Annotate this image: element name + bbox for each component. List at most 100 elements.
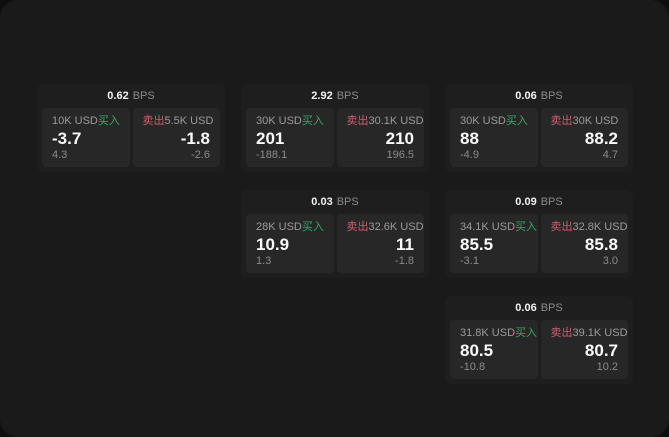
buy-amount-label: 30K USD xyxy=(460,115,506,127)
sell-side-label: 卖出 xyxy=(142,115,165,127)
sell-panel-top: 卖出 32.8K USD xyxy=(550,221,628,233)
buy-price: -3.7 xyxy=(52,129,82,148)
sell-panel[interactable]: 卖出 32.8K USD 85.8 3.0 xyxy=(540,214,628,273)
sell-change: -2.6 xyxy=(191,149,210,161)
sell-amount-label: 39.1K USD xyxy=(572,327,628,339)
bps-unit: BPS xyxy=(540,301,563,314)
buy-amount-label: 34.1K USD xyxy=(460,221,516,233)
bps-unit: BPS xyxy=(336,89,359,102)
buy-panel-top: 30K USD 买入 xyxy=(256,116,324,127)
card-header: 0.62 BPS xyxy=(37,84,225,108)
buy-side-label: 买入 xyxy=(515,221,538,233)
buy-amount-label: 10K USD xyxy=(52,115,98,127)
card-header: 0.06 BPS xyxy=(445,296,633,320)
buy-change: -10.8 xyxy=(460,361,486,373)
buy-panel-top: 34.1K USD 买入 xyxy=(460,221,537,233)
card-header: 0.03 BPS xyxy=(241,190,429,214)
buy-panel[interactable]: 30K USD 买入 88 -4.9 xyxy=(450,108,538,167)
sell-panel[interactable]: 卖出 30.1K USD 210 196.5 xyxy=(336,108,424,167)
bps-value: 0.09 xyxy=(515,195,537,208)
panels: 28K USD 买入 10.9 1.3 卖出 32.6K USD 11 -1.8 xyxy=(241,214,429,278)
sell-panel-top: 卖出 5.5K USD xyxy=(142,115,214,127)
card-header: 0.06 BPS xyxy=(445,84,633,108)
sell-amount-label: 5.5K USD xyxy=(164,115,214,127)
sell-panel[interactable]: 卖出 5.5K USD -1.8 -2.6 xyxy=(132,108,220,167)
bps-unit: BPS xyxy=(132,89,155,102)
sell-price: 88.2 xyxy=(584,129,618,148)
panels: 34.1K USD 买入 85.5 -3.1 卖出 32.8K USD 85.8… xyxy=(445,214,633,278)
buy-change: -4.9 xyxy=(460,149,479,161)
bps-unit: BPS xyxy=(540,89,563,102)
sell-panel-top: 卖出 30.1K USD xyxy=(346,115,424,127)
buy-change: 4.3 xyxy=(52,149,68,161)
sell-price: 85.8 xyxy=(584,235,618,254)
bps-value: 2.92 xyxy=(311,89,333,102)
quote-card: 2.92 BPS 30K USD 买入 201 -188.1 卖出 xyxy=(241,84,429,172)
bps-value: 0.62 xyxy=(107,89,129,102)
buy-panel[interactable]: 34.1K USD 买入 85.5 -3.1 xyxy=(450,214,538,273)
bps-value: 0.06 xyxy=(515,301,537,314)
bps-unit: BPS xyxy=(336,195,359,208)
sell-panel-top: 卖出 30K USD xyxy=(551,116,619,127)
buy-panel-top: 28K USD 买入 xyxy=(256,222,324,233)
panels: 30K USD 买入 201 -188.1 卖出 30.1K USD 210 1… xyxy=(241,108,429,172)
sell-amount-label: 32.6K USD xyxy=(368,221,424,233)
sell-panel-top: 卖出 32.6K USD xyxy=(346,221,424,233)
sell-panel[interactable]: 卖出 30K USD 88.2 4.7 xyxy=(540,108,628,167)
panels: 31.8K USD 买入 80.5 -10.8 卖出 39.1K USD 80.… xyxy=(445,320,633,384)
sell-side-label: 卖出 xyxy=(550,221,573,233)
sell-change: 4.7 xyxy=(602,149,618,161)
buy-panel[interactable]: 10K USD 买入 -3.7 4.3 xyxy=(42,108,130,167)
sell-panel-top: 卖出 39.1K USD xyxy=(550,327,628,339)
buy-panel[interactable]: 31.8K USD 买入 80.5 -10.8 xyxy=(450,320,538,379)
sell-panel[interactable]: 卖出 32.6K USD 11 -1.8 xyxy=(336,214,424,273)
buy-panel-top: 10K USD 买入 xyxy=(52,116,120,127)
buy-side-label: 买入 xyxy=(301,115,324,127)
buy-side-label: 买入 xyxy=(97,115,120,127)
sell-amount-label: 32.8K USD xyxy=(572,221,628,233)
buy-price: 85.5 xyxy=(460,235,494,254)
buy-price: 201 xyxy=(256,129,285,148)
sell-change: 3.0 xyxy=(602,255,618,267)
buy-change: 1.3 xyxy=(256,255,272,267)
quote-card: 0.62 BPS 10K USD 买入 -3.7 4.3 卖出 xyxy=(37,84,225,172)
buy-amount-label: 31.8K USD xyxy=(460,327,516,339)
buy-panel[interactable]: 30K USD 买入 201 -188.1 xyxy=(246,108,334,167)
sell-side-label: 卖出 xyxy=(346,221,369,233)
buy-panel-top: 31.8K USD 买入 xyxy=(460,327,537,339)
bps-unit: BPS xyxy=(540,195,563,208)
buy-panel-top: 30K USD 买入 xyxy=(460,116,528,127)
buy-change: -188.1 xyxy=(256,149,288,161)
sell-panel[interactable]: 卖出 39.1K USD 80.7 10.2 xyxy=(540,320,628,379)
quote-board: 0.62 BPS 10K USD 买入 -3.7 4.3 卖出 xyxy=(37,84,633,384)
panels: 10K USD 买入 -3.7 4.3 卖出 5.5K USD -1.8 -2.… xyxy=(37,108,225,172)
buy-amount-label: 28K USD xyxy=(256,221,302,233)
panels: 30K USD 买入 88 -4.9 卖出 30K USD 88.2 4.7 xyxy=(445,108,633,172)
buy-price: 88 xyxy=(460,129,479,148)
sell-price: -1.8 xyxy=(180,129,210,148)
bps-value: 0.03 xyxy=(311,195,333,208)
quote-card: 0.03 BPS 28K USD 买入 10.9 1.3 卖出 xyxy=(241,190,429,278)
sell-side-label: 卖出 xyxy=(346,115,369,127)
buy-side-label: 买入 xyxy=(505,115,528,127)
buy-change: -3.1 xyxy=(460,255,479,267)
sell-side-label: 卖出 xyxy=(550,327,573,339)
sell-price: 80.7 xyxy=(584,341,618,360)
buy-price: 10.9 xyxy=(256,235,290,254)
quote-card: 0.06 BPS 31.8K USD 买入 80.5 -10.8 卖 xyxy=(445,296,633,384)
buy-side-label: 买入 xyxy=(515,327,538,339)
buy-amount-label: 30K USD xyxy=(256,115,302,127)
sell-side-label: 卖出 xyxy=(550,115,573,127)
quote-card: 0.09 BPS 34.1K USD 买入 85.5 -3.1 卖出 xyxy=(445,190,633,278)
sell-price: 210 xyxy=(385,129,414,148)
bps-value: 0.06 xyxy=(515,89,537,102)
card-header: 0.09 BPS xyxy=(445,190,633,214)
buy-panel[interactable]: 28K USD 买入 10.9 1.3 xyxy=(246,214,334,273)
sell-change: 10.2 xyxy=(596,361,618,373)
buy-price: 80.5 xyxy=(460,341,494,360)
sell-change: -1.8 xyxy=(395,255,414,267)
sell-change: 196.5 xyxy=(386,149,414,161)
card-header: 2.92 BPS xyxy=(241,84,429,108)
